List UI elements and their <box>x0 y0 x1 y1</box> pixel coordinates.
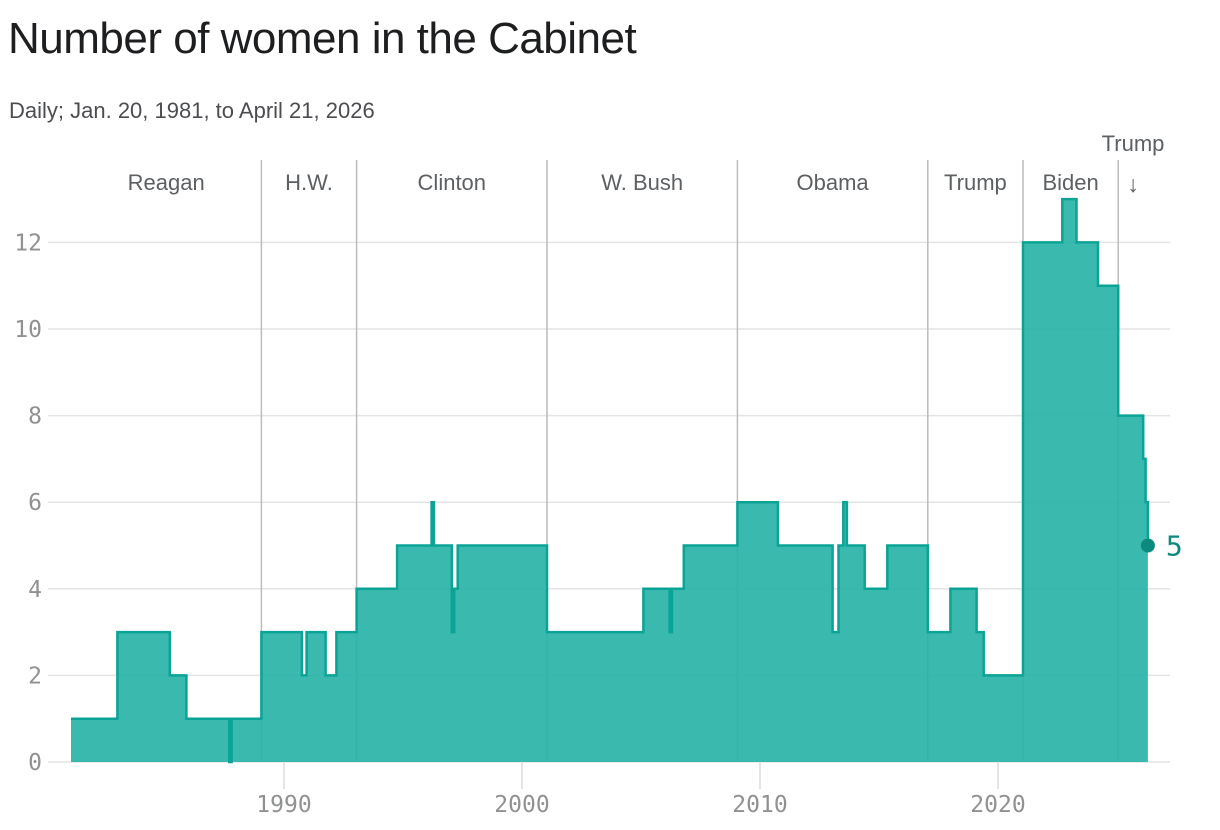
area-outline <box>71 197 1150 764</box>
y-axis-label: 4 <box>28 577 42 603</box>
x-axis-label: 2000 <box>494 792 549 818</box>
era-label: Obama <box>797 170 870 195</box>
era-label: Biden <box>1042 170 1098 195</box>
era-label: Clinton <box>418 170 486 195</box>
chart-subtitle: Daily; Jan. 20, 1981, to April 21, 2026 <box>9 98 375 123</box>
y-axis-label: 2 <box>28 663 42 689</box>
end-point-label: 5 <box>1166 530 1183 563</box>
era-label: Trump <box>944 170 1007 195</box>
era-label: Trump <box>1102 131 1165 156</box>
era-down-arrow-icon: ↓ <box>1127 171 1139 197</box>
end-point-dot <box>1140 538 1155 553</box>
era-label: W. Bush <box>601 170 683 195</box>
x-axis-label: 1990 <box>256 792 311 818</box>
y-axis-label: 8 <box>28 404 42 430</box>
chart-title: Number of women in the Cabinet <box>8 14 637 63</box>
y-axis-label: 6 <box>28 490 42 516</box>
x-axis-label: 2020 <box>970 792 1025 818</box>
x-axis-label: 2010 <box>732 792 787 818</box>
y-axis-label: 10 <box>14 317 42 343</box>
era-label: H.W. <box>285 170 333 195</box>
area-fill <box>71 199 1148 763</box>
era-label: Reagan <box>128 170 205 195</box>
y-axis-label: 0 <box>28 750 42 776</box>
y-axis-label: 12 <box>14 230 42 256</box>
